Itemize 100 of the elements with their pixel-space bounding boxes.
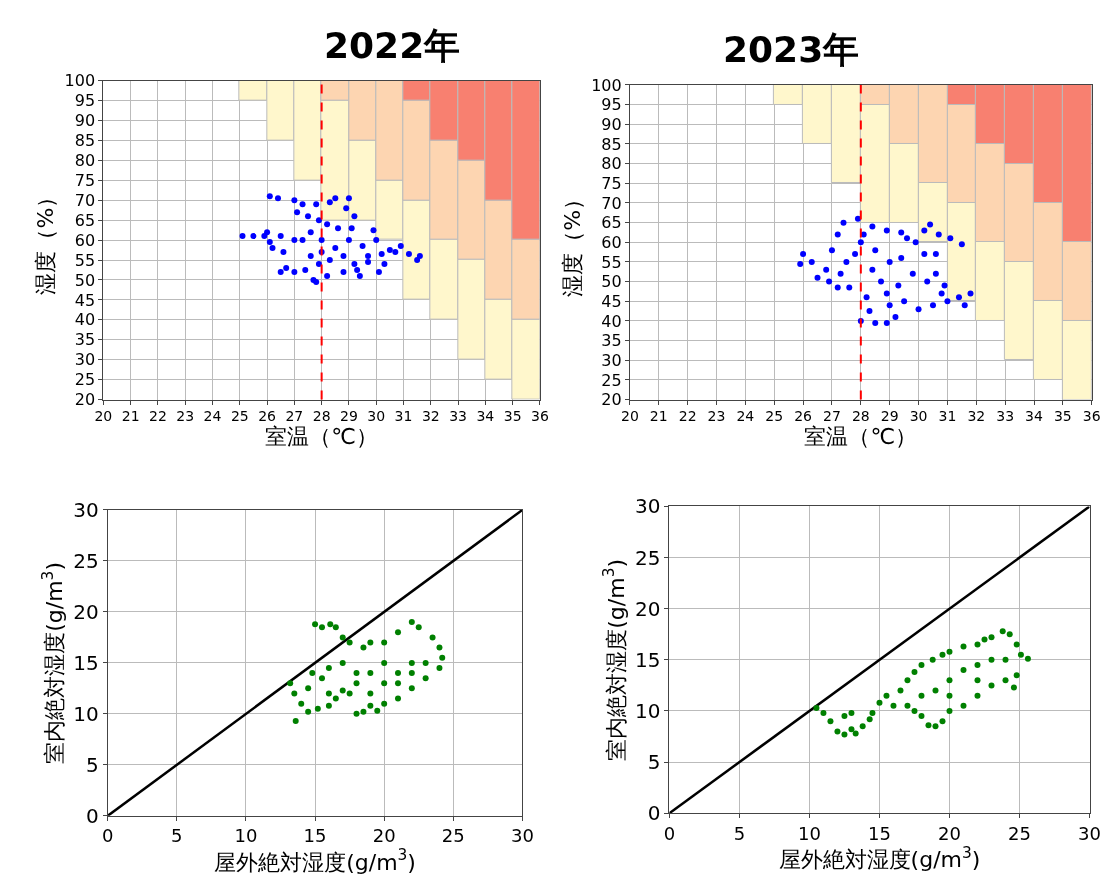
point	[946, 677, 953, 684]
point	[415, 624, 422, 631]
point	[353, 710, 360, 717]
x-axis-title: 屋外絶対湿度(g/m$^{3}$)	[778, 843, 981, 873]
point	[353, 670, 360, 677]
point	[405, 251, 412, 258]
point	[283, 265, 290, 272]
point	[944, 298, 951, 305]
point	[277, 233, 284, 240]
point	[834, 728, 841, 735]
y-tick-label: 70	[601, 193, 622, 213]
y-tick-label: 30	[634, 494, 661, 519]
point	[429, 634, 436, 641]
point	[886, 258, 893, 265]
x-tick-label: 29	[880, 408, 899, 425]
point	[848, 726, 855, 733]
point	[315, 217, 322, 224]
point	[813, 704, 820, 711]
point	[373, 237, 380, 244]
point	[921, 227, 928, 234]
x-tick-label: 23	[707, 408, 726, 425]
y-tick-label: 20	[601, 390, 622, 410]
y-tick-label: 95	[601, 95, 622, 115]
x-tick-label: 10	[797, 822, 821, 844]
x-tick-label: 31	[394, 408, 413, 425]
point	[367, 702, 374, 709]
point	[797, 260, 804, 267]
y-tick-label: 25	[73, 548, 99, 573]
point	[305, 708, 312, 715]
point	[367, 670, 374, 677]
point	[395, 629, 401, 636]
x-tick-label: 27	[823, 408, 841, 425]
point	[291, 269, 298, 275]
point	[332, 245, 339, 252]
point	[960, 643, 967, 650]
x-axis-title: 室温（℃）	[265, 424, 378, 450]
point	[878, 278, 885, 285]
y-tick-label: 80	[74, 150, 96, 170]
point	[988, 656, 995, 663]
point	[325, 664, 332, 671]
point	[935, 231, 942, 238]
y-tick-label: 20	[634, 596, 661, 621]
point	[374, 707, 381, 714]
point	[946, 707, 953, 714]
x-tick-label: 20	[620, 408, 639, 425]
point	[287, 680, 294, 687]
point	[828, 247, 835, 254]
y-tick-label: 75	[601, 173, 622, 193]
point	[854, 215, 861, 222]
point	[921, 251, 928, 258]
point	[883, 692, 890, 699]
point	[929, 302, 936, 309]
point	[911, 707, 918, 714]
point	[841, 731, 848, 738]
point	[1024, 655, 1031, 662]
x-tick-label: 28	[312, 408, 331, 425]
point	[291, 690, 298, 697]
point	[395, 670, 401, 677]
x-tick-label: 27	[285, 408, 304, 425]
point	[852, 730, 859, 737]
y-tick-label: 95	[74, 91, 96, 111]
point	[408, 670, 415, 677]
y-tick-label: 10	[634, 698, 661, 723]
point	[266, 239, 273, 246]
point	[886, 302, 893, 309]
point	[315, 261, 322, 268]
point	[960, 667, 967, 674]
point	[898, 229, 905, 236]
point	[960, 702, 967, 709]
point	[918, 692, 925, 699]
y-tick-label: 80	[601, 154, 622, 174]
point	[326, 257, 333, 264]
y-tick-label: 20	[73, 599, 99, 624]
y-tick-label: 5	[86, 752, 99, 777]
point	[294, 209, 301, 216]
x-tick-label: 31	[938, 408, 957, 425]
y-tick-label: 35	[74, 330, 96, 350]
point	[269, 245, 276, 252]
point	[309, 670, 316, 677]
y-tick-label: 60	[601, 232, 622, 252]
x-tick-label: 20	[372, 825, 396, 847]
point	[904, 677, 911, 684]
x-tick-label: 36	[531, 408, 549, 425]
point	[367, 639, 374, 646]
point	[360, 708, 367, 715]
point	[932, 723, 939, 730]
x-tick-label: 32	[967, 408, 986, 425]
x-tick-label: 33	[996, 408, 1015, 425]
point	[291, 197, 298, 204]
point	[999, 628, 1006, 635]
y-tick-label: 65	[601, 213, 622, 233]
point	[356, 272, 363, 279]
point	[939, 718, 946, 725]
point	[360, 644, 367, 651]
point	[266, 193, 273, 200]
point	[909, 270, 916, 277]
x-tick-label: 33	[449, 408, 467, 425]
point	[892, 314, 899, 320]
point	[351, 261, 358, 268]
y-tick-label: 30	[601, 350, 622, 370]
